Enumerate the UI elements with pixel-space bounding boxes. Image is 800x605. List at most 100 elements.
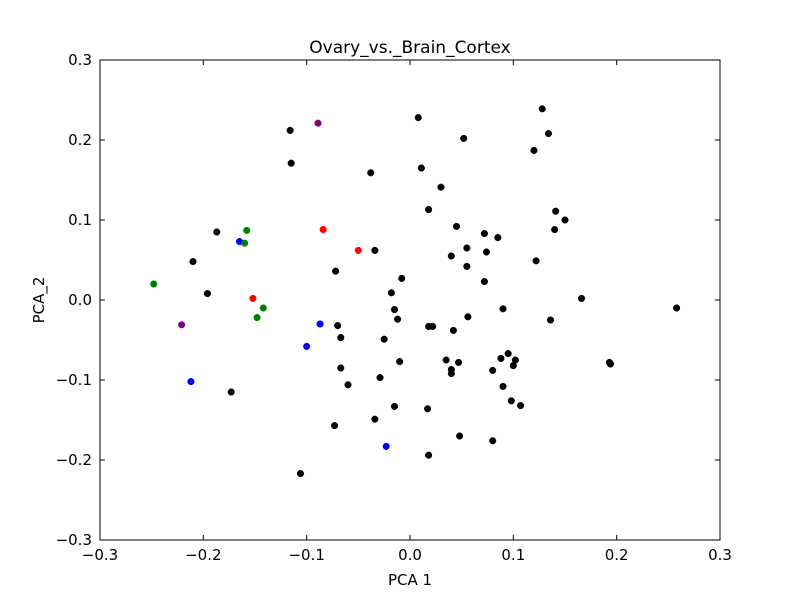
scatter-point: [344, 381, 352, 389]
scatter-point: [241, 239, 249, 247]
scatter-point: [463, 262, 471, 270]
scatter-point: [489, 437, 497, 445]
scatter-point: [376, 374, 384, 382]
scatter-point: [538, 105, 546, 113]
scatter-point: [398, 274, 406, 282]
scatter-point: [187, 378, 195, 386]
scatter-point: [178, 321, 186, 329]
scatter-point: [463, 244, 471, 252]
scatter-point: [334, 322, 342, 330]
data-points: [150, 105, 681, 478]
y-tick-label: 0.2: [68, 131, 92, 149]
x-tick-label: 0.3: [708, 546, 732, 564]
scatter-point: [382, 442, 390, 450]
scatter-point: [371, 246, 379, 254]
scatter-point: [371, 415, 379, 423]
scatter-point: [530, 146, 538, 154]
y-tick-label: 0.3: [68, 51, 92, 69]
scatter-point: [460, 134, 468, 142]
scatter-point: [354, 246, 362, 254]
scatter-point: [455, 358, 463, 366]
scatter-point: [561, 216, 569, 224]
scatter-point: [414, 114, 422, 122]
scatter-point: [447, 370, 455, 378]
scatter-point: [227, 388, 235, 396]
scatter-point: [319, 226, 327, 234]
scatter-point: [331, 422, 339, 430]
x-tick-label: −0.1: [288, 546, 324, 564]
scatter-point: [437, 183, 445, 191]
scatter-point: [253, 314, 261, 322]
x-axis-label: PCA 1: [388, 571, 432, 589]
scatter-point: [511, 356, 519, 364]
scatter-point: [480, 230, 488, 238]
scatter-point: [452, 222, 461, 230]
scatter-point: [417, 164, 425, 172]
scatter-point: [489, 366, 497, 374]
scatter-point: [150, 280, 158, 288]
scatter-point: [332, 267, 340, 275]
y-tick-label: 0.1: [68, 211, 92, 229]
y-tick-label: −0.3: [56, 531, 92, 549]
scatter-point: [189, 258, 197, 266]
scatter-point: [425, 451, 433, 459]
scatter-point: [497, 354, 505, 362]
x-tick-label: 0.0: [398, 546, 422, 564]
scatter-point: [504, 350, 512, 358]
scatter-point: [424, 405, 432, 413]
scatter-point: [464, 313, 472, 321]
scatter-point: [673, 304, 681, 312]
scatter-point: [494, 234, 502, 242]
scatter-point: [447, 252, 455, 260]
scatter-point: [303, 342, 311, 350]
scatter-point: [286, 126, 294, 134]
scatter-point: [243, 226, 251, 234]
plot-frame: [99, 59, 721, 541]
scatter-point: [314, 119, 322, 127]
x-tick-label: −0.3: [82, 546, 118, 564]
scatter-point: [606, 360, 615, 368]
scatter-point: [425, 206, 433, 214]
scatter-point: [532, 257, 540, 265]
scatter-point: [449, 326, 457, 334]
scatter-point: [577, 294, 586, 302]
x-tick-label: −0.2: [185, 546, 221, 564]
scatter-point: [507, 397, 515, 405]
scatter-point: [287, 159, 295, 167]
scatter-point: [552, 207, 560, 215]
scatter-point: [387, 289, 395, 297]
scatter-point: [396, 358, 404, 366]
scatter-point: [482, 248, 491, 256]
scatter-point: [456, 432, 464, 440]
x-tick-label: 0.1: [501, 546, 525, 564]
y-axis-ticks: −0.3 −0.2 −0.1 0.0 0.1 0.2 0.3: [56, 51, 720, 549]
scatter-point: [259, 304, 267, 312]
scatter-point: [296, 470, 305, 478]
scatter-point: [499, 382, 507, 390]
scatter-point: [394, 315, 402, 323]
scatter-point: [390, 306, 399, 314]
x-axis-ticks: −0.3 −0.2 −0.1 0.0 0.1 0.2 0.3: [82, 60, 732, 564]
y-tick-label: 0.0: [68, 291, 92, 309]
y-axis-label: PCA_2: [30, 277, 49, 324]
scatter-point: [249, 294, 257, 302]
scatter-point: [390, 402, 399, 410]
y-tick-label: −0.1: [56, 371, 92, 389]
scatter-point: [203, 290, 212, 298]
scatter-point: [480, 278, 488, 286]
scatter-point: [337, 334, 345, 342]
scatter-point: [337, 364, 345, 372]
scatter-point: [551, 226, 559, 234]
scatter-point: [367, 169, 375, 177]
scatter-point: [544, 130, 553, 138]
scatter-point: [442, 356, 450, 364]
scatter-point: [429, 322, 437, 330]
scatter-point: [517, 402, 525, 410]
scatter-point: [380, 335, 388, 343]
scatter-point: [546, 316, 555, 324]
scatter-point: [213, 228, 221, 236]
scatter-point: [499, 305, 507, 313]
y-tick-label: −0.2: [56, 451, 92, 469]
